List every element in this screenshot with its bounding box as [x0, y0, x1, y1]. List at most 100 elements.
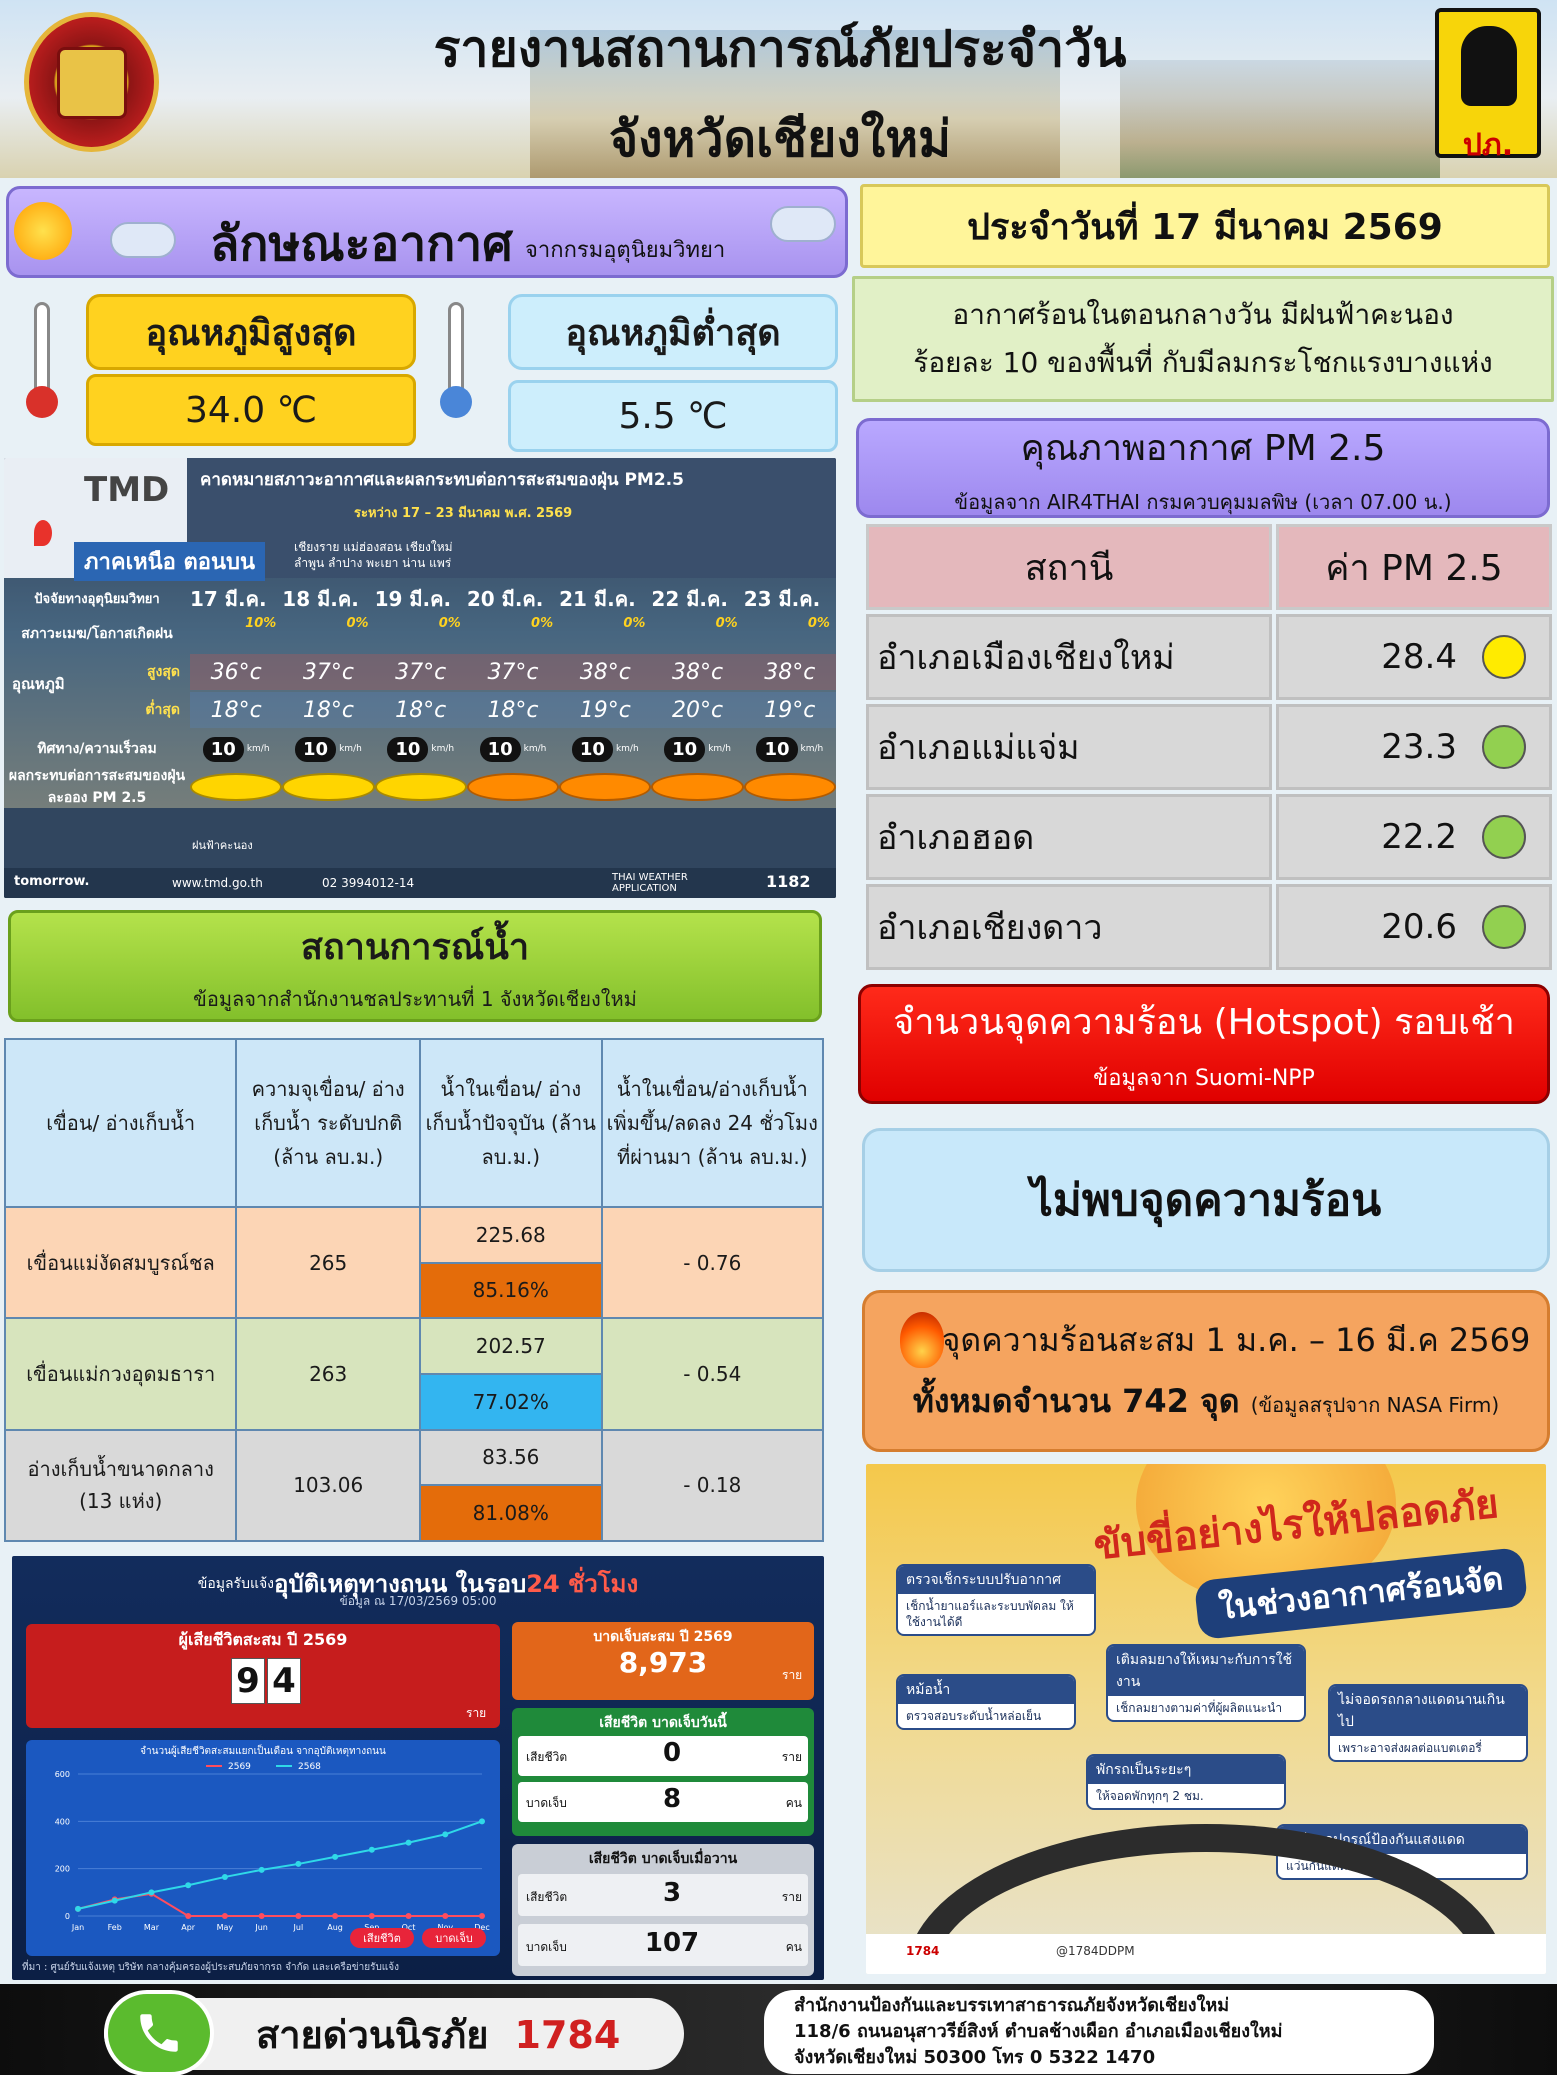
- tmd-high-6: 38°c: [672, 659, 724, 685]
- tmd-low-2: 18°c: [302, 697, 354, 723]
- min-temp-value: 5.5 ℃: [508, 380, 838, 452]
- water-capacity: 265: [235, 1205, 421, 1320]
- water-name: เขื่อนแม่งัดสมบูรณ์ชล: [3, 1205, 238, 1320]
- fire-icon: [900, 1312, 944, 1368]
- hotspot-title: จำนวนจุดความร้อน (Hotspot) รอบเช้า: [893, 1002, 1515, 1043]
- forecast-line-2: ร้อยละ 10 ของพื้นที่ กับมีลมกระโชกแรงบาง…: [913, 346, 1493, 379]
- tmd-low-5: 19°c: [579, 697, 631, 723]
- hot-weather-driving-poster: ขับขี่อย่างไรให้ปลอดภัย ในช่วงอากาศร้อนจ…: [866, 1464, 1546, 1974]
- tmd-rain-cell-7: 0%: [807, 616, 830, 631]
- monthly-deaths-chart-svg: 0 200 400 600 Jan Feb Mar Apr May Jun Jul Aug Sep Oct…: [55, 1762, 490, 1932]
- hotspot-accumulated-period: จุดความร้อนสะสม 1 ม.ค. – 16 มี.ค 2569: [941, 1321, 1531, 1359]
- chart-point-2569: [479, 1913, 485, 1919]
- tmd-rain-row: สภาวะเมฆ/โอกาสเกิดฝน 10% 0% 0% 0% 0% 0% 0%: [4, 616, 836, 652]
- tmd-day-7: 23 มี.ค.: [743, 587, 821, 611]
- accident-title: ข้อมูลรับแจ้ง อุบัติเหตุทางถนน ในรอบ 24 …: [197, 1570, 639, 1598]
- chart-xtick: Jun: [254, 1923, 267, 1932]
- chart-xtick: Jul: [293, 1923, 304, 1932]
- water-row: เขื่อนแม่งัดสมบูรณ์ชล 265 225.68- 0.76: [3, 1205, 825, 1320]
- tmd-logo: TMD: [84, 470, 170, 510]
- poster-card-rest: พักรถเป็นระยะๆ ให้จอดพักทุกๆ 2 ชม.: [1086, 1754, 1286, 1810]
- sun-icon: [14, 202, 72, 260]
- chart-point-2568: [405, 1839, 412, 1846]
- tmd-day-3: 19 มี.ค.: [374, 587, 452, 611]
- tmd-pm-cell-4: [466, 768, 560, 806]
- yesterday-box: เสียชีวิต บาดเจ็บเมื่อวาน เสียชีวิต 3 รา…: [512, 1844, 814, 1976]
- pm25-station-3: อำเภอฮอด: [866, 794, 1272, 880]
- yesterday-title: เสียชีวิต บาดเจ็บเมื่อวาน: [588, 1851, 738, 1867]
- office-address: สำนักงานป้องกันและบรรเทาสาธารณภัยจังหวัด…: [764, 1990, 1434, 2074]
- water-header-name: เขื่อน/ อ่างเก็บน้ำ: [3, 1038, 238, 1208]
- report-date: ประจำวันที่ 17 มีนาคม 2569: [967, 206, 1443, 248]
- chart-xtick: Oct: [402, 1923, 416, 1932]
- header-temple-image: [1120, 60, 1440, 178]
- chart-xtick: May: [217, 1923, 234, 1932]
- deaths-unit: ราย: [466, 1706, 487, 1720]
- hand-icon: [1461, 26, 1517, 106]
- thermometer-cold-icon: [434, 294, 478, 418]
- tmd-region: ภาคเหนือ ตอนบน: [74, 542, 266, 581]
- pm25-station-2: อำเภอแม่แจ่ม: [866, 704, 1272, 790]
- pm-level-dot-3: [374, 773, 467, 801]
- chart-xtick: Nov: [437, 1923, 453, 1932]
- poster-card-parking: ไม่จอดรถกลางแดดนานเกินไป เพราะอาจส่งผลต่อ…: [1328, 1684, 1528, 1762]
- chart-point-2569: [442, 1913, 449, 1919]
- cumulative-deaths-box: ผู้เสียชีวิตสะสม ปี 2569 9 4 ราย: [26, 1624, 500, 1728]
- tmd-day-5: 21 มี.ค.: [559, 587, 636, 611]
- chart-xtick: Apr: [181, 1923, 196, 1932]
- tmd-legend-storm: ฝนฟ้าคะนอง: [192, 839, 253, 852]
- today-deaths-unit: ราย: [781, 1750, 802, 1764]
- tmd-wind-2: 10 km/h: [282, 732, 374, 766]
- forecast-line-1: อากาศร้อนในตอนกลางวัน มีฝนฟ้าคะนอง: [952, 298, 1454, 331]
- tmd-rain-cell-2: 0%: [346, 616, 369, 631]
- chart-xtick: Sep: [364, 1923, 379, 1932]
- tmd-high-row: สูงสุด 36°c 37°c 37°c 37°c 38°c 38°c 38°c: [4, 654, 836, 690]
- yesterday-deaths-value: 3: [662, 1878, 682, 1908]
- hotspot-accumulated-total: ทั้งหมดจำนวน 742 จุด (ข้อมูลสรุปจาก NASA…: [912, 1382, 1500, 1420]
- pm25-source: ข้อมูลจาก AIR4THAI กรมควบคุมมลพิษ (เวลา …: [954, 489, 1452, 514]
- storm-cloud-icon: [770, 206, 836, 242]
- tmd-low-row: ต่ำสุด 18°c 18°c 18°c 18°c 19°c 20°c 19°c: [4, 692, 836, 728]
- tmd-wind-5: 10 km/h: [559, 732, 651, 766]
- office-street: 118/6 ถนนอนุสาวรีย์สิงห์ ตำบลช้างเผือก อ…: [794, 2021, 1283, 2042]
- report-province: จังหวัดเชียงใหม่: [608, 110, 952, 168]
- tmd-factor-label: ปัจจัยทางอุตุนิยมวิทยา: [34, 591, 160, 607]
- cumulative-injuries-box: บาดเจ็บสะสม ปี 2569 8,973 ราย: [512, 1622, 814, 1700]
- tmd-rain-cell-1: 10%: [245, 616, 277, 631]
- tmd-rain-cell-4: 0%: [531, 616, 554, 631]
- chart-title: จำนวนผู้เสียชีวิตสะสมแยกเป็นเดือน จากอุบ…: [140, 1746, 386, 1757]
- water-percent: 81.08%: [418, 1484, 603, 1542]
- pm25-level-dot-4: [1482, 905, 1526, 949]
- tmd-rain-cell-6: 0%: [715, 616, 738, 631]
- tmd-high-3: 37°c: [395, 659, 447, 685]
- water-change: - 0.18: [600, 1428, 825, 1543]
- injuries-toggle-button[interactable]: บาดเจ็บ: [422, 1928, 486, 1948]
- chart-point-2568: [479, 1818, 485, 1825]
- chart-xtick: Jan: [71, 1923, 84, 1932]
- min-temp-label: อุณหภูมิต่ำสุด: [508, 294, 838, 370]
- water-row: อ่างเก็บน้ำขนาดกลาง (13 แห่ง) 103.06 83.56…: [3, 1428, 825, 1543]
- road-accident-dashboard: ข้อมูลรับแจ้ง อุบัติเหตุทางถนน ในรอบ 24 …: [12, 1556, 824, 1980]
- tmd-forecast-graphic: TMD คาดหมายสภาวะอากาศและผลกระทบต่อการสะส…: [4, 458, 836, 898]
- chart-xtick: Dec: [474, 1923, 489, 1932]
- phone-icon: [104, 1990, 214, 2075]
- tmd-day-2: 18 มี.ค.: [282, 587, 359, 611]
- tmd-day-headers: 17 มี.ค. 18 มี.ค. 19 มี.ค. 20 มี.ค. 21 มี.ค.…: [190, 583, 836, 613]
- chart-legend-label-2568: 2568: [298, 1762, 321, 1772]
- chart-xtick: Aug: [327, 1923, 343, 1932]
- chart-legend-label-2569: 2569: [228, 1762, 251, 1772]
- cloud-icon: [110, 222, 176, 258]
- pm25-header-station: สถานี: [866, 524, 1272, 610]
- pm-level-dot-7: [743, 773, 836, 801]
- deaths-toggle-button[interactable]: เสียชีวิต: [350, 1928, 414, 1948]
- no-hotspot-message: ไม่พบจุดความร้อน: [862, 1128, 1550, 1272]
- chart-point-2568: [258, 1866, 265, 1873]
- tmd-pm-label: ผลกระทบต่อการสะสมของฝุ่นละออง PM 2.5: [8, 768, 186, 806]
- province-seal-logo: [24, 12, 159, 152]
- today-box: เสียชีวิต บาดเจ็บวันนี้ เสียชีวิต 0 ราย …: [512, 1708, 814, 1836]
- deaths-digit-1: 9: [231, 1658, 265, 1704]
- chart-point-2568: [185, 1882, 192, 1889]
- tmd-high-2: 37°c: [302, 659, 354, 685]
- chart-point-2569: [332, 1913, 339, 1919]
- report-title: รายงานสถานการณ์ภัยประจำวัน: [433, 20, 1127, 78]
